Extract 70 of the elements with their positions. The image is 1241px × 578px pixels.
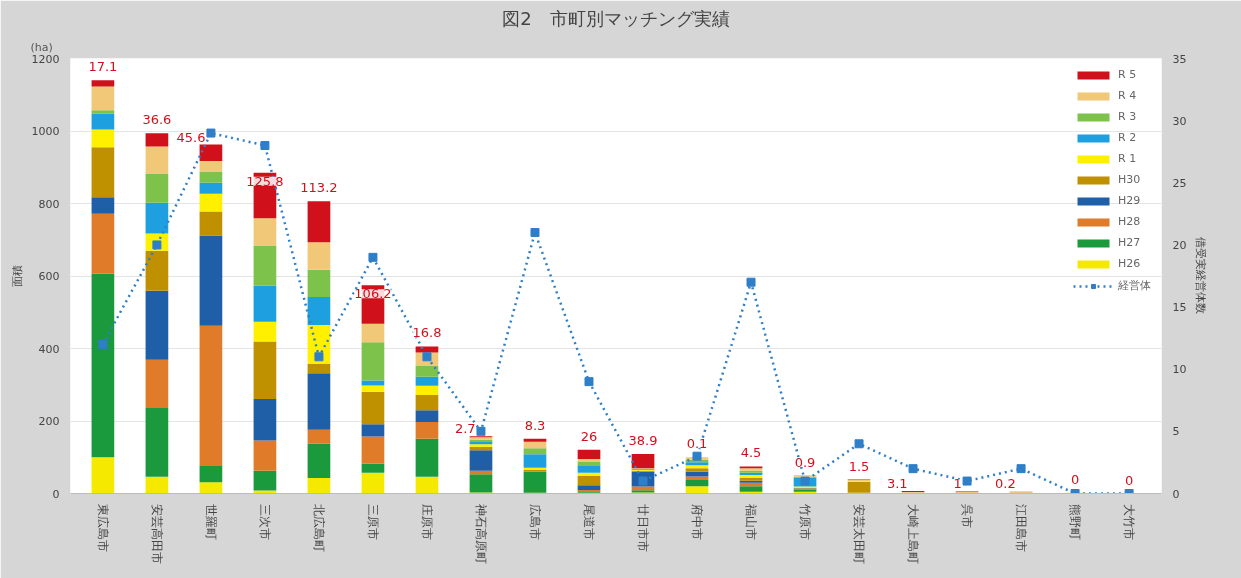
data-label: 38.9 [628,433,658,449]
legend-label: H26 [1118,257,1141,270]
data-label: 0 [1124,472,1134,488]
data-label: 3.1 [886,475,908,491]
data-label: 36.6 [142,112,172,128]
legend-label: R 3 [1118,110,1138,123]
y-tick-label: 1000 [31,125,60,138]
data-label: 16.8 [412,325,442,341]
legend-label: R 2 [1118,131,1138,144]
chart-title: 図2 市町別マッチング実績 [502,7,730,29]
x-tick-label: 呉市 [960,504,975,529]
x-tick-label: 安芸太田町 [852,504,867,565]
legend-label: H28 [1118,215,1141,228]
legend-label: R 4 [1118,89,1138,102]
y2-axis-title: 借受実経営体数 [1194,237,1208,315]
legend-label: H29 [1118,194,1141,207]
legend-label: 経営体 [1118,278,1151,293]
x-tick-label: 庄原市 [419,504,434,541]
x-tick-label: 三次市 [257,504,272,541]
data-label: 17.1 [88,59,118,75]
x-tick-label: 府中市 [690,504,705,541]
x-tick-label: 江田島市 [1014,504,1029,553]
data-label: 1.5 [848,458,870,474]
y2-tick-label: 35 [1172,52,1187,66]
y-tick-label: 200 [38,415,60,428]
data-label: 0.9 [794,454,816,470]
x-tick-label: 世羅町 [203,504,218,541]
x-tick-label: 廿日市市 [636,504,650,553]
y2-tick-label: 15 [1172,301,1187,315]
x-tick-label: 安芸高田市 [149,504,164,565]
data-label: 2.7 [454,421,476,437]
y2-tick-label: 0 [1172,487,1180,501]
y-tick-label: 600 [38,270,60,283]
x-tick-label: 福山市 [744,504,759,541]
y2-tick-label: 30 [1172,114,1187,128]
x-tick-label: 神石高原町 [473,504,488,565]
data-label: 0 [1070,471,1080,487]
data-label: 125.8 [246,173,284,189]
x-tick-label: 東広島市 [95,504,110,553]
data-label: 1 [953,476,962,492]
data-label: 0.1 [686,436,708,452]
y2-tick-label: 5 [1172,425,1180,439]
x-tick-label: 熊野町 [1068,504,1083,541]
data-label: 26 [580,428,598,444]
y2-tick-label: 20 [1172,238,1187,252]
y-tick-label: 1200 [31,52,60,66]
legend-label: H27 [1118,236,1141,249]
data-label: 113.2 [300,180,338,196]
x-tick-label: 三原市 [365,504,380,541]
y-tick-label: 800 [38,197,60,211]
data-label: 0.2 [995,476,1016,492]
x-tick-label: 北広島町 [311,504,326,553]
legend-label: R 1 [1118,152,1138,165]
y2-tick-label: 10 [1172,363,1187,377]
y-tick-label: 0 [52,487,60,501]
data-label: 8.3 [524,417,546,433]
x-tick-label: 竹原市 [798,504,813,541]
text: (ha) [30,40,53,54]
x-tick-label: 尾道市 [582,504,596,541]
x-tick-label: 広島市 [527,504,542,541]
y-tick-label: 400 [38,342,60,356]
y-axis-title: 面積 [10,265,24,287]
y2-tick-label: 25 [1172,176,1187,190]
x-tick-label: 大崎上島町 [906,504,921,565]
x-tick-label: 大竹市 [1122,504,1137,541]
data-label: 45.6 [176,129,206,145]
data-label: 106.2 [354,286,392,302]
legend-label: R 5 [1118,68,1138,81]
legend-label: H30 [1118,173,1141,186]
data-label: 4.5 [740,445,762,461]
